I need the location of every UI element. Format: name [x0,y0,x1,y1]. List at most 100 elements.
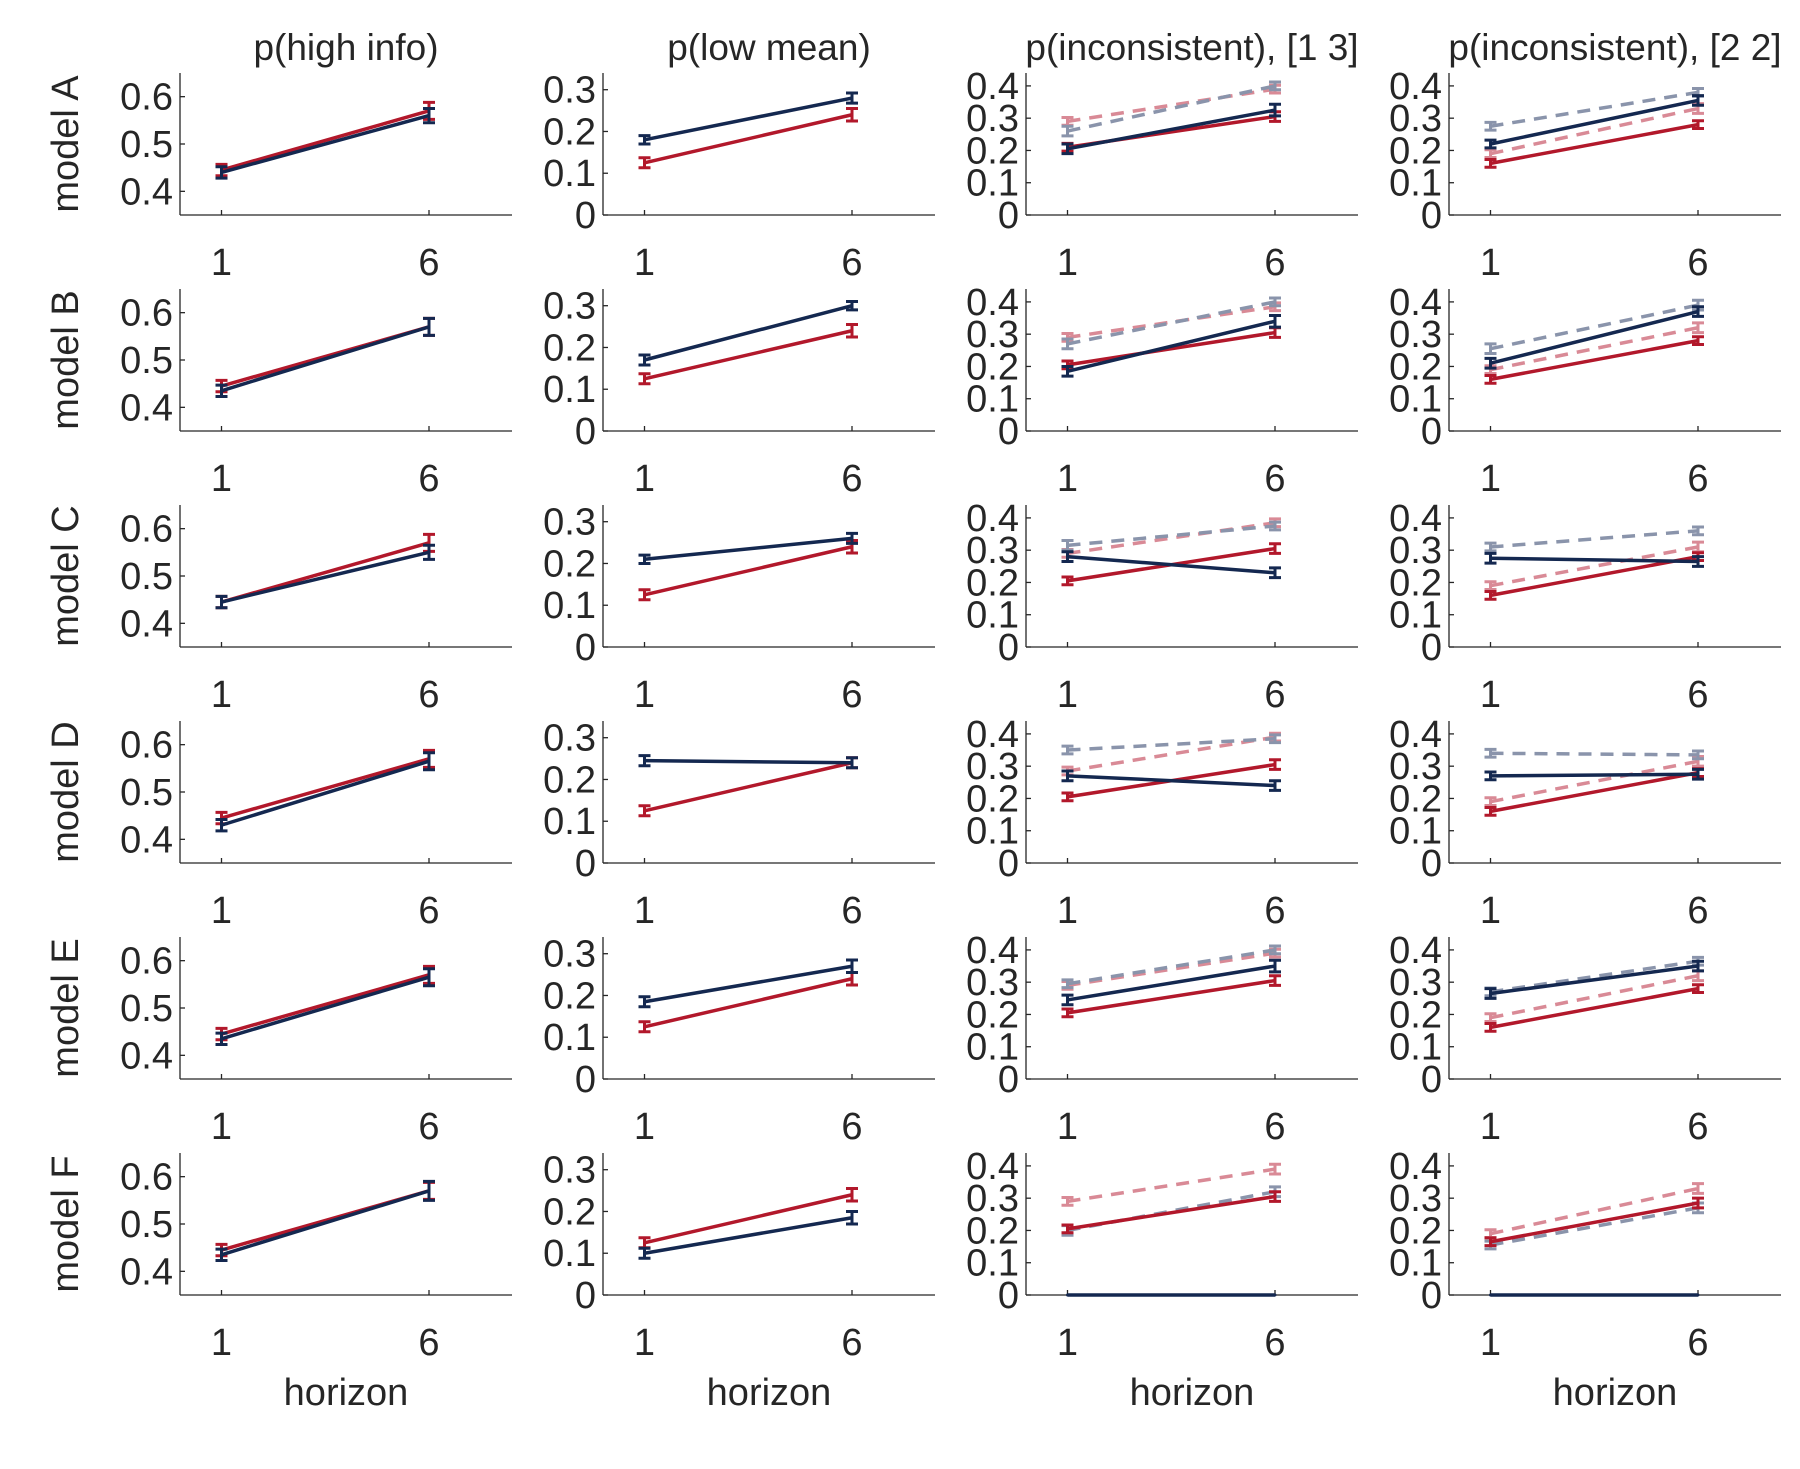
data-point [1273,331,1277,335]
series-line [220,325,430,393]
y-tick-label: 0.4 [966,498,1019,540]
y-tick-label: 0.2 [1389,778,1442,820]
data-point [850,329,854,333]
y-tick-label: 0 [1421,843,1442,885]
data-point [1066,129,1069,133]
row-label: model D [45,721,87,863]
x-tick-label: 6 [1687,458,1708,500]
series-line [221,973,430,1036]
data-point [850,761,854,765]
data-point [1489,751,1492,755]
y-tick-label: 0.4 [120,819,173,861]
data-point [1273,737,1277,741]
data-point [1273,1293,1277,1297]
series-line [1490,98,1699,146]
data-point [1489,1293,1492,1297]
data-point [1273,319,1277,323]
y-tick-label: 0.4 [1389,66,1442,108]
row-label: model F [45,1155,87,1292]
data-point [220,1253,223,1257]
y-tick-label: 0.4 [120,1251,173,1293]
y-tick-label: 0.2 [543,975,596,1017]
data-point [1696,123,1700,127]
y-tick-label: 0 [575,1275,596,1317]
panel-model-a-col-0: 0.4 0.5 0.6 1 6 model A [45,73,512,284]
data-point [1273,1167,1277,1171]
y-tick-label: 0.2 [543,1191,596,1233]
y-tick-label: 0 [575,843,596,885]
data-point [1066,774,1069,778]
y-tick-label: 0.3 [966,962,1019,1004]
series-line [1067,521,1276,556]
y-tick-label: 0.3 [1389,962,1442,1004]
data-point [427,114,431,118]
data-point [1273,763,1277,767]
data-point [1696,964,1700,968]
y-tick-label: 0.5 [120,1204,173,1246]
data-point [850,113,854,117]
series-line [1490,122,1699,166]
data-point [220,170,223,174]
data-point [1066,369,1069,373]
y-tick-label: 0.1 [966,1027,1019,1069]
y-tick-label: 0.2 [1389,1210,1442,1252]
y-tick-label: 0 [998,1275,1019,1317]
data-point [1696,1201,1700,1205]
data-point [1696,1293,1700,1297]
y-tick-label: 0.1 [1389,163,1442,205]
x-tick-label: 6 [841,1106,862,1148]
y-tick-label: 0.6 [120,725,173,767]
y-tick-label: 0.1 [966,811,1019,853]
series-line [1067,84,1276,133]
x-tick-label: 6 [1264,890,1285,932]
panel-model-e-col-1: 00.10.20.3 1 6 [543,934,935,1148]
y-tick-label: 0.4 [120,387,173,429]
panel-model-f-col-0: 0.4 0.5 0.6 1 6 model F horizon [45,1153,512,1414]
series-line [1490,529,1699,549]
data-point [1696,759,1700,763]
panel-model-e-col-2: 00.10.20.30.4 1 6 [966,930,1358,1148]
y-tick-label: 0.1 [543,801,596,843]
data-point [220,389,223,393]
x-tick-label: 6 [1264,674,1285,716]
y-tick-label: 0 [998,195,1019,237]
data-point [1066,579,1069,583]
data-point [427,975,431,979]
y-tick-label: 0.3 [543,502,596,544]
x-tick-label: 6 [1264,1106,1285,1148]
y-tick-label: 0.3 [966,1178,1019,1220]
data-point [1273,524,1277,528]
y-tick-label: 0.1 [543,369,596,411]
x-tick-label: 1 [634,674,655,716]
data-point [1696,1187,1700,1190]
series-line [1490,106,1699,156]
data-point [1273,300,1277,304]
data-point [1489,1025,1492,1029]
series-line [1490,1186,1699,1236]
x-tick-label: 1 [634,890,655,932]
series-line [1490,554,1699,598]
x-tick-label: 1 [1480,458,1501,500]
series-line [1490,770,1699,814]
series-line [220,759,430,827]
panel-model-d-col-0: 0.4 0.5 0.6 1 6 model D [45,721,512,932]
data-point [1489,142,1492,146]
data-point [220,823,223,827]
x-tick-label: 1 [211,458,232,500]
x-tick-label: 6 [1264,242,1285,284]
y-tick-label: 0.1 [543,585,596,627]
panel-model-c-col-0: 0.4 0.5 0.6 1 6 model C [45,505,512,716]
y-tick-label: 0.2 [966,562,1019,604]
panel-model-c-col-2: 00.10.20.30.4 1 6 [966,498,1358,716]
y-tick-label: 0.2 [966,994,1019,1036]
data-point [427,759,431,763]
y-tick-label: 0.3 [966,314,1019,356]
data-point [1066,543,1069,547]
data-point [1489,347,1492,351]
data-point [1066,1227,1069,1231]
y-tick-label: 0 [998,627,1019,669]
x-tick-label: 6 [841,674,862,716]
x-tick-label: 6 [418,1322,439,1364]
